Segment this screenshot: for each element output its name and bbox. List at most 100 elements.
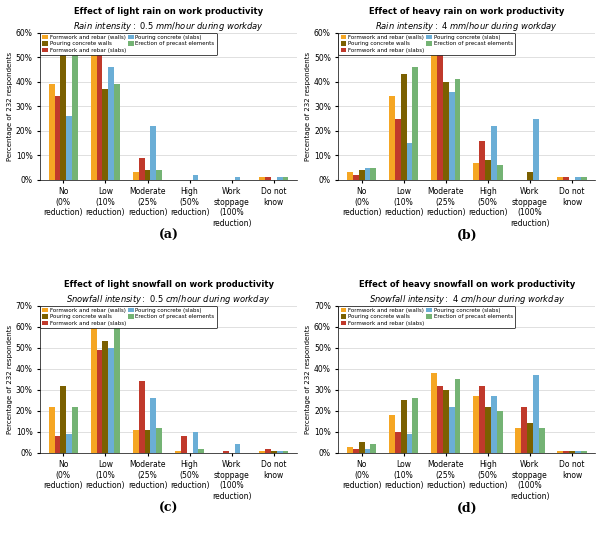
Bar	[72, 406, 78, 453]
Bar	[277, 177, 282, 180]
Bar	[282, 177, 288, 180]
Legend: Formwork and rebar (walls), Pouring concrete walls, Formwork and rebar (slabs), : Formwork and rebar (walls), Pouring conc…	[40, 33, 217, 55]
Text: (d): (d)	[456, 502, 477, 515]
Bar	[66, 434, 72, 453]
Bar	[412, 67, 418, 180]
Bar	[271, 451, 277, 453]
Bar	[437, 385, 443, 453]
Title: Effect of light rain on work productivity
$\it{Rain\ intensity:\ 0.5\ mm/hour\ d: Effect of light rain on work productivit…	[73, 7, 264, 32]
Bar	[401, 400, 406, 453]
Bar	[114, 84, 120, 180]
Bar	[235, 177, 240, 180]
Bar	[395, 119, 401, 180]
Bar	[448, 92, 455, 180]
Bar	[60, 40, 66, 180]
Bar	[359, 443, 365, 453]
Title: Effect of light snowfall on work productivity
$\it{Snowfall\ intensity:\ 0.5\ cm: Effect of light snowfall on work product…	[64, 280, 273, 306]
Bar	[473, 396, 479, 453]
Bar	[455, 79, 461, 180]
Bar	[581, 177, 586, 180]
Bar	[491, 126, 497, 180]
Bar	[259, 177, 265, 180]
Bar	[181, 436, 187, 453]
Bar	[282, 451, 288, 453]
Legend: Formwork and rebar (walls), Pouring concrete walls, Formwork and rebar (slabs), : Formwork and rebar (walls), Pouring conc…	[338, 33, 515, 55]
Bar	[259, 451, 265, 453]
Bar	[114, 324, 120, 453]
Bar	[347, 172, 353, 180]
Bar	[389, 96, 395, 180]
Legend: Formwork and rebar (walls), Pouring concrete walls, Formwork and rebar (slabs), : Formwork and rebar (walls), Pouring conc…	[338, 306, 515, 328]
Bar	[521, 406, 527, 453]
Bar	[443, 82, 448, 180]
Bar	[515, 427, 521, 453]
Bar	[133, 172, 138, 180]
Bar	[265, 177, 271, 180]
Bar	[448, 406, 455, 453]
Bar	[395, 432, 401, 453]
Bar	[49, 406, 55, 453]
Bar	[102, 89, 108, 180]
Bar	[157, 427, 162, 453]
Bar	[277, 451, 282, 453]
Bar	[497, 165, 503, 180]
Bar	[150, 398, 157, 453]
Bar	[365, 448, 370, 453]
Title: Effect of heavy rain on work productivity
$\it{Rain\ intensity:\ 4\ mm/hour\ dur: Effect of heavy rain on work productivit…	[369, 7, 565, 32]
Bar	[431, 43, 437, 180]
Bar	[443, 390, 448, 453]
Bar	[401, 74, 406, 180]
Bar	[49, 84, 55, 180]
Bar	[557, 177, 563, 180]
Bar	[199, 448, 204, 453]
Bar	[193, 175, 199, 180]
Bar	[150, 126, 157, 180]
Bar	[539, 427, 545, 453]
Bar	[235, 445, 240, 453]
Text: (c): (c)	[159, 502, 178, 515]
Bar	[473, 163, 479, 180]
Bar	[491, 396, 497, 453]
Bar	[569, 451, 575, 453]
Bar	[96, 45, 102, 180]
Legend: Formwork and rebar (walls), Pouring concrete walls, Formwork and rebar (slabs), : Formwork and rebar (walls), Pouring conc…	[40, 306, 217, 328]
Bar	[563, 451, 569, 453]
Y-axis label: Percentage of 232 respondents: Percentage of 232 respondents	[305, 52, 311, 161]
Bar	[479, 385, 485, 453]
Bar	[485, 406, 491, 453]
Bar	[55, 436, 60, 453]
Y-axis label: Percentage of 232 respondents: Percentage of 232 respondents	[7, 52, 13, 161]
Bar	[347, 446, 353, 453]
Bar	[437, 43, 443, 180]
Bar	[138, 382, 144, 453]
Bar	[108, 67, 114, 180]
Bar	[563, 177, 569, 180]
Bar	[497, 411, 503, 453]
Bar	[96, 350, 102, 453]
Bar	[353, 448, 359, 453]
Bar	[102, 341, 108, 453]
Bar	[91, 320, 96, 453]
Bar	[527, 424, 533, 453]
Bar	[406, 434, 412, 453]
Y-axis label: Percentage of 232 respondents: Percentage of 232 respondents	[305, 324, 311, 434]
Bar	[406, 143, 412, 180]
Bar	[55, 96, 60, 180]
Bar	[575, 451, 581, 453]
Bar	[455, 379, 461, 453]
Bar	[138, 158, 144, 180]
Bar	[533, 375, 539, 453]
Bar	[353, 175, 359, 180]
Text: (b): (b)	[456, 229, 477, 241]
Bar	[365, 168, 370, 180]
Text: (a): (a)	[158, 229, 179, 241]
Bar	[72, 47, 78, 180]
Title: Effect of heavy snowfall on work productivity
$\it{Snowfall\ intensity:\ 4\ cm/h: Effect of heavy snowfall on work product…	[359, 280, 575, 306]
Bar	[485, 160, 491, 180]
Bar	[575, 177, 581, 180]
Bar	[66, 116, 72, 180]
Bar	[60, 385, 66, 453]
Bar	[527, 172, 533, 180]
Bar	[157, 170, 162, 180]
Bar	[359, 170, 365, 180]
